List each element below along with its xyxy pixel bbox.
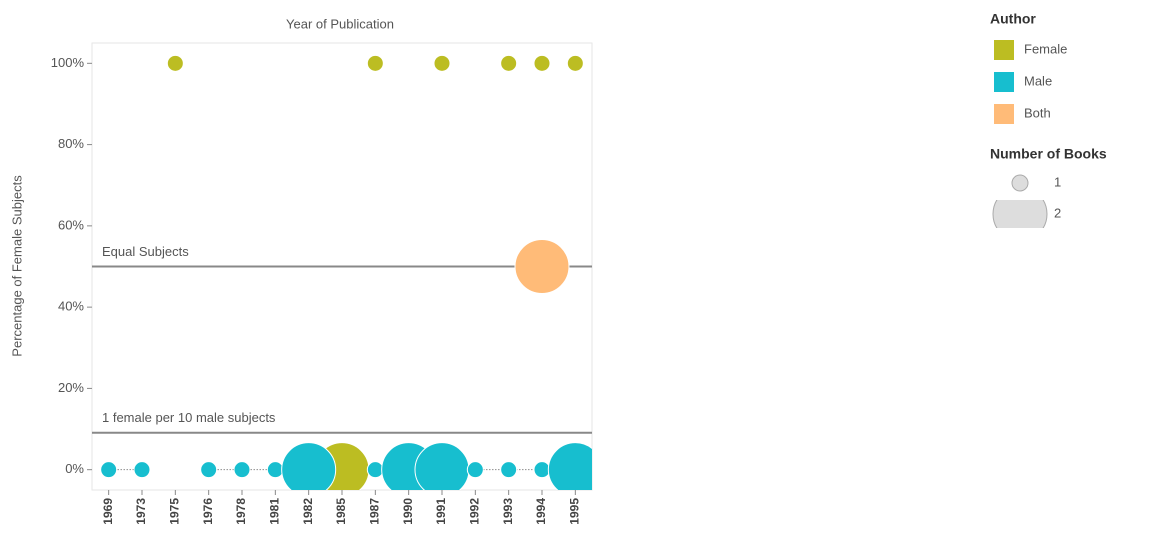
bubble: [500, 54, 518, 72]
legend-label: Both: [1024, 105, 1051, 120]
x-tick-label: 1973: [134, 498, 148, 525]
chart-title: Year of Publication: [286, 16, 394, 31]
bubble: [200, 461, 218, 479]
y-tick-label: 20%: [58, 380, 84, 395]
x-tick-label: 1978: [234, 498, 248, 525]
y-tick-label: 40%: [58, 299, 84, 314]
x-tick-label: 1975: [168, 498, 182, 525]
size-legend-title: Number of Books: [990, 146, 1107, 162]
bubble: [547, 442, 592, 490]
x-tick-label: 1976: [201, 498, 215, 525]
x-tick-label: 1991: [434, 498, 448, 525]
x-tick-label: 1992: [468, 498, 482, 525]
size-legend: [992, 200, 1048, 228]
bubble: [100, 461, 118, 479]
size-swatch: [992, 200, 1048, 228]
bubble: [133, 461, 151, 479]
bubble: [533, 461, 551, 479]
x-tick-label: 1995: [568, 498, 582, 525]
bubble: [366, 461, 384, 479]
bubble: [281, 442, 337, 490]
y-tick-label: 60%: [58, 217, 84, 232]
legend-title: Author: [990, 11, 1036, 27]
reference-label: Equal Subjects: [102, 244, 189, 259]
bubble: [366, 54, 384, 72]
x-tick-label: 1982: [301, 498, 315, 525]
bubble: [433, 54, 451, 72]
bubble: [566, 54, 584, 72]
y-tick-label: 100%: [51, 55, 85, 70]
x-tick-label: 1969: [101, 498, 115, 525]
bubble: [466, 461, 484, 479]
y-tick-label: 80%: [58, 136, 84, 151]
x-tick-label: 1990: [401, 498, 415, 525]
bubble: [533, 54, 551, 72]
size-label: 1: [1054, 174, 1061, 189]
legend-label: Female: [1024, 41, 1067, 56]
x-tick-label: 1981: [268, 498, 282, 525]
y-axis-label: Percentage of Female Subjects: [9, 175, 24, 357]
bubble: [266, 461, 284, 479]
x-tick-label: 1985: [334, 498, 348, 525]
legend-swatch: [994, 72, 1014, 92]
legend-label: Male: [1024, 73, 1052, 88]
bubble: [514, 239, 570, 294]
plot-area: [100, 54, 592, 490]
x-tick-label: 1987: [368, 498, 382, 525]
bubble: [233, 461, 251, 479]
size-swatch: [1011, 174, 1029, 192]
y-tick-label: 0%: [65, 461, 84, 476]
size-label: 2: [1054, 205, 1061, 220]
legend-swatch: [994, 40, 1014, 60]
x-tick-label: 1993: [501, 498, 515, 525]
bubble: [500, 461, 518, 479]
bubble: [414, 442, 470, 490]
legend-swatch: [994, 104, 1014, 124]
x-tick-label: 1994: [534, 498, 548, 525]
bubble: [166, 54, 184, 72]
reference-label: 1 female per 10 male subjects: [102, 410, 276, 425]
